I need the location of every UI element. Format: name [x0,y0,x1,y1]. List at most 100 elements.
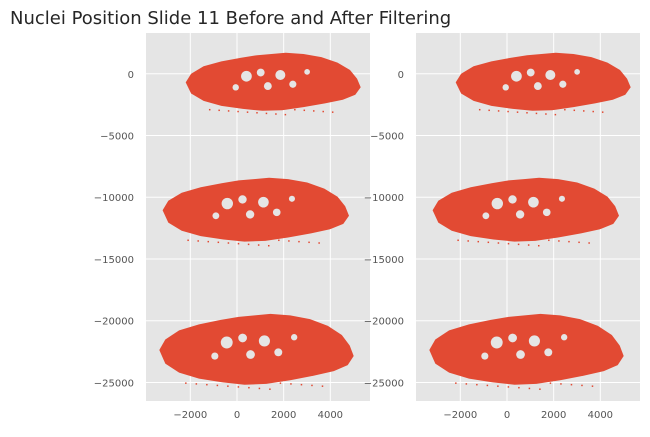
tissue-gap [558,195,565,202]
outlier-point [507,110,509,113]
tissue-gap [491,197,503,210]
outlier-point [206,383,208,386]
tissue-gap [559,80,567,88]
nuclei-cloud [162,177,349,242]
outlier-point [318,242,320,244]
outlier-point [545,113,547,115]
tissue-gap [526,68,535,77]
tissue-gap [238,195,247,204]
outlier-point [197,240,199,242]
tissue-gap [508,195,517,204]
outlier-point [477,240,480,243]
outlier-point [455,382,457,384]
tissue-gap [241,70,252,82]
outlier-point [588,242,590,244]
x-tick-label: 2000 [541,410,566,421]
tissue-gap [274,348,283,357]
tissue-gap [246,350,255,359]
y-tick-label: −20000 [94,317,134,328]
outlier-point [258,387,261,390]
outlier-point [539,388,541,390]
tissue-gap [545,69,556,80]
chart-title: Nuclei Position Slide 11 Before and Afte… [10,8,451,29]
tissue-gap [221,197,233,210]
outlier-point [478,108,481,111]
tissue-gap [508,333,517,343]
outlier-point [294,108,296,111]
tissue-gap [560,334,568,341]
outlier-point [601,111,604,113]
y-tick-label: 0 [128,70,134,81]
tissue-gap [533,82,542,91]
outlier-point [300,383,303,386]
tissue-section-3 [429,313,624,390]
tissue-gap [288,195,295,202]
y-tick-label: −25000 [94,378,134,389]
outlier-point [195,383,198,385]
outlier-point [548,239,550,242]
outlier-point [488,109,490,112]
outlier-point [216,384,219,387]
tissue-gap [256,68,265,77]
tissue-gap [481,352,489,360]
outlier-point [527,244,530,246]
y-tick-label: −15000 [94,255,134,266]
outlier-point [218,109,220,112]
x-tick-label: 2000 [271,410,296,421]
outlier-point [269,388,271,390]
outlier-point [517,243,520,246]
outlier-point [535,112,538,115]
tissue-gap [263,82,272,91]
outlier-point [518,386,520,389]
outlier-point [237,242,240,245]
nuclei-cloud [185,52,361,111]
outlier-point [208,108,211,111]
x-tick-label: 4000 [588,410,613,421]
tissue-section-2 [432,177,619,247]
outlier-point [237,386,240,388]
tissue-gap [290,334,298,341]
outlier-point [537,244,540,247]
outlier-point [554,113,557,116]
y-tick-label: −10000 [94,193,134,204]
outlier-point [321,385,324,387]
tissue-gap [574,69,580,75]
tissue-gap [516,350,525,359]
outlier-point [578,241,580,244]
tissue-gap [245,210,255,219]
outlier-point [549,382,552,384]
tissue-gap [490,336,503,349]
outlier-point [227,242,230,244]
outlier-point [217,241,220,244]
scatter-panel-1: −2000 0 2000 40000−5000−10000−15000−20000−2… [94,33,370,421]
y-tick-label: −25000 [364,378,404,389]
outlier-point [476,383,478,386]
outlier-point [581,384,583,387]
outlier-point [573,109,576,112]
tissue-gap [272,208,281,217]
tissue-gap [275,69,286,80]
outlier-point [279,382,282,384]
outlier-point [516,111,519,113]
scatter-panel-2: −2000 0 2000 40000−5000−10000−15000−20000−2… [364,33,640,421]
outlier-point [558,240,560,242]
outlier-point [486,384,489,387]
outlier-point [507,242,510,245]
outlier-point [275,113,277,115]
nuclei-cloud [432,177,619,242]
outlier-point [257,244,260,246]
outlier-point [564,108,566,111]
x-tick-label: −2000 [173,410,207,421]
outlier-point [583,110,585,112]
outlier-point [560,383,562,385]
tissue-gap [528,335,540,347]
outlier-point [267,244,270,247]
outlier-point [237,110,239,113]
outlier-point [313,110,315,112]
outlier-point [265,112,268,115]
tissue-gap [212,212,220,220]
y-tick-label: −5000 [100,131,134,142]
nuclei-cloud [429,313,624,385]
tissue-section-3 [159,313,354,390]
outlier-point [591,385,594,387]
